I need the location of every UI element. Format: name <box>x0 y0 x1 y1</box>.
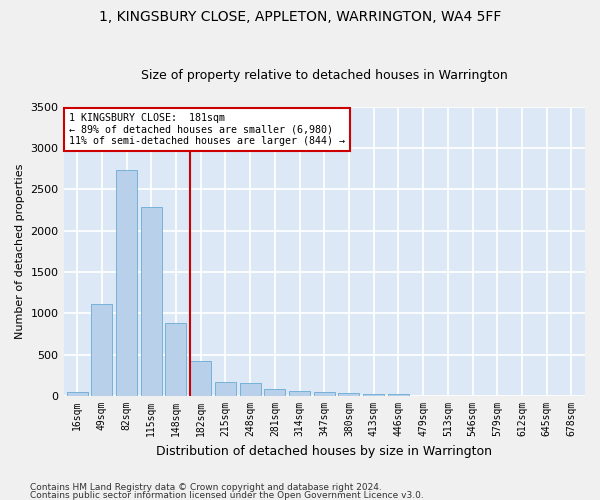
Bar <box>314 392 335 396</box>
Text: Contains HM Land Registry data © Crown copyright and database right 2024.: Contains HM Land Registry data © Crown c… <box>30 484 382 492</box>
Bar <box>265 388 286 396</box>
Bar <box>116 170 137 396</box>
Bar <box>141 207 162 396</box>
Bar <box>289 391 310 396</box>
Bar <box>67 392 88 396</box>
Bar <box>190 360 211 396</box>
Text: Contains public sector information licensed under the Open Government Licence v3: Contains public sector information licen… <box>30 490 424 500</box>
Y-axis label: Number of detached properties: Number of detached properties <box>15 164 25 339</box>
Text: 1 KINGSBURY CLOSE:  181sqm
← 89% of detached houses are smaller (6,980)
11% of s: 1 KINGSBURY CLOSE: 181sqm ← 89% of detac… <box>69 112 345 146</box>
Bar <box>166 324 187 396</box>
Bar <box>388 394 409 396</box>
X-axis label: Distribution of detached houses by size in Warrington: Distribution of detached houses by size … <box>156 444 492 458</box>
Text: 1, KINGSBURY CLOSE, APPLETON, WARRINGTON, WA4 5FF: 1, KINGSBURY CLOSE, APPLETON, WARRINGTON… <box>99 10 501 24</box>
Bar <box>363 394 384 396</box>
Bar <box>239 383 260 396</box>
Title: Size of property relative to detached houses in Warrington: Size of property relative to detached ho… <box>141 69 508 82</box>
Bar <box>91 304 112 396</box>
Bar <box>338 393 359 396</box>
Bar <box>215 382 236 396</box>
